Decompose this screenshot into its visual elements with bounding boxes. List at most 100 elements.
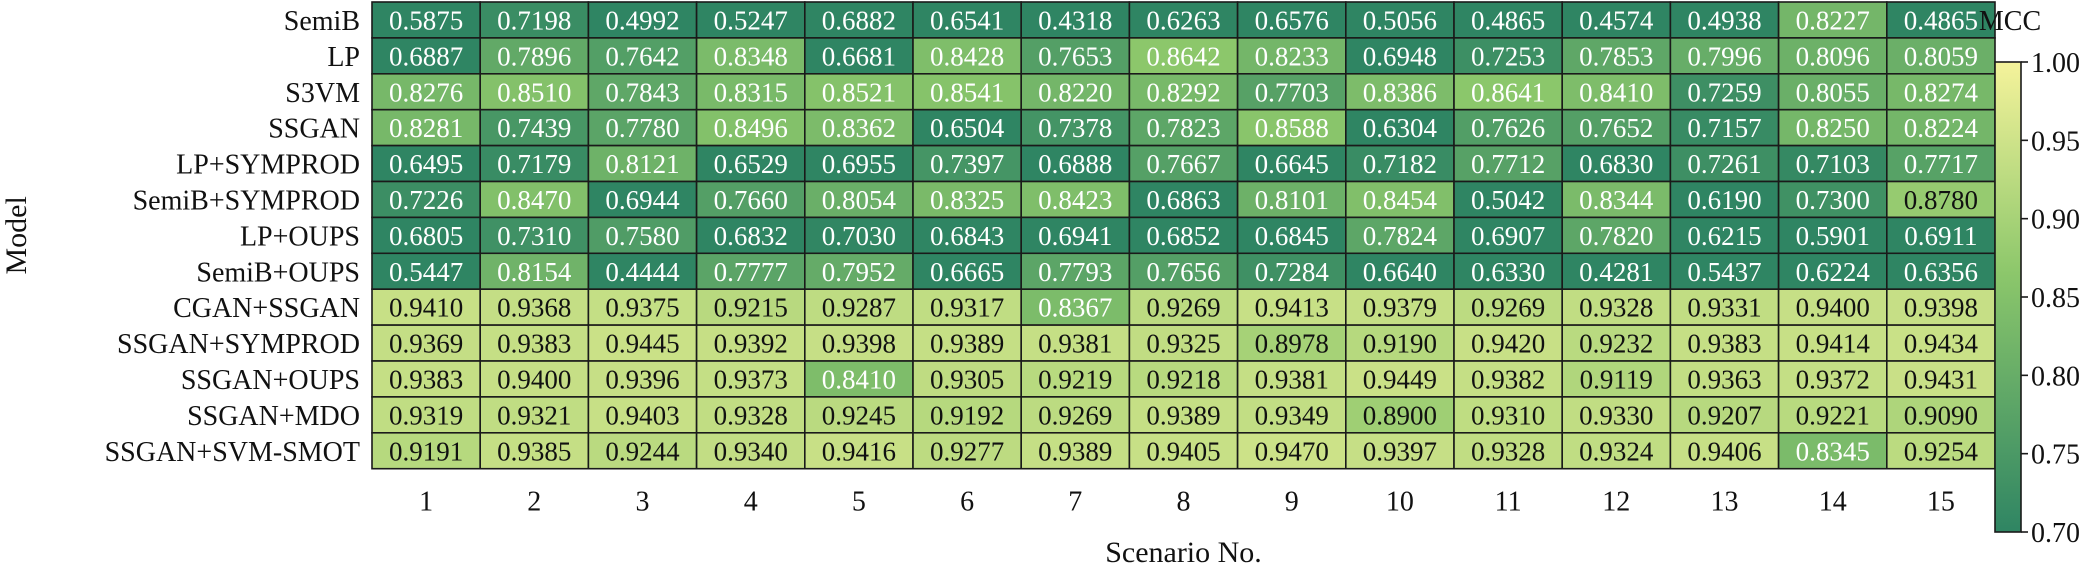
x-tick-label: 7	[1068, 487, 1082, 518]
x-axis-title: Scenario No.	[1105, 536, 1262, 569]
x-tick-label: 14	[1819, 487, 1847, 518]
cell-value-label: 0.6681	[822, 41, 896, 71]
cell-value-label: 0.8096	[1796, 41, 1870, 71]
heatmap-cell	[1777, 108, 1888, 147]
heatmap-cell	[1128, 1, 1239, 39]
cell-value-label: 0.9244	[605, 436, 680, 466]
cell-value-label: 0.7284	[1255, 257, 1330, 287]
x-tick-label: 12	[1602, 487, 1630, 518]
cell-value-label: 0.9192	[930, 400, 1004, 430]
x-tick-labels: 1 2 3 4 5 6 7 8 9 10 11 12 13 14 15	[419, 487, 1955, 518]
heatmap-cell	[1886, 216, 1996, 255]
cell-value-label: 0.7656	[1146, 257, 1220, 287]
cell-value-label: 0.9398	[822, 329, 896, 359]
cell-value-label: 0.9317	[930, 293, 1004, 323]
cell-value-label: 0.8641	[1471, 77, 1545, 107]
x-tick-label: 3	[636, 487, 650, 518]
cell-value-label: 0.8386	[1363, 77, 1437, 107]
cell-value-label: 0.7793	[1038, 257, 1112, 287]
cell-value-label: 0.9245	[822, 400, 896, 430]
y-tick-labels: SemiB LP S3VM SSGAN LP+SYMPROD SemiB+SYMPROD L…	[105, 6, 360, 468]
x-tick-label: 2	[527, 487, 541, 518]
cell-value-label: 0.7300	[1796, 185, 1870, 215]
cell-value-label: 0.9321	[497, 400, 571, 430]
colorbar-tick-label: 0.95	[2031, 126, 2080, 157]
cell-value-label: 0.8510	[497, 77, 571, 107]
cell-value-label: 0.6941	[1038, 221, 1112, 251]
y-tick-label: LP	[327, 42, 360, 73]
cell-value-label: 0.7439	[497, 113, 571, 143]
cell-value-label: 0.7896	[497, 41, 571, 71]
cell-value-label: 0.9269	[1146, 293, 1220, 323]
cell-value-label: 0.6541	[930, 5, 1004, 35]
heatmap-cell	[1345, 252, 1455, 291]
heatmap-cell	[1020, 360, 1131, 398]
cell-value-label: 0.9416	[822, 436, 896, 466]
heatmap-cell	[1561, 144, 1672, 183]
heatmap-cell	[1236, 144, 1347, 183]
cell-value-label: 0.8344	[1579, 185, 1654, 215]
cell-value-label: 0.5901	[1796, 221, 1870, 251]
cell-value-label: 0.9328	[714, 400, 788, 430]
cell-value-label: 0.9414	[1796, 329, 1871, 359]
heatmap-cell	[1453, 108, 1563, 147]
heatmap-cell	[1236, 288, 1347, 326]
heatmap-cell	[371, 73, 481, 111]
cell-value-label: 0.9319	[389, 400, 463, 430]
cell-value-label: 0.8362	[822, 113, 896, 143]
cell-value-label: 0.4318	[1038, 5, 1112, 35]
cell-value-label: 0.8325	[930, 185, 1004, 215]
cell-value-label: 0.8367	[1038, 293, 1112, 323]
cell-value-label: 0.9331	[1687, 293, 1761, 323]
y-tick-label: LP+OUPS	[240, 221, 360, 252]
heatmap-cell	[1777, 431, 1888, 470]
x-tick-label: 8	[1177, 487, 1191, 518]
cell-value-label: 0.9221	[1796, 400, 1870, 430]
heatmap-cell	[371, 360, 481, 398]
cell-value-label: 0.7652	[1579, 113, 1653, 143]
cell-value-label: 0.8054	[822, 185, 897, 215]
colorbar-tick-label: 0.85	[2031, 283, 2080, 314]
heatmap-cell	[803, 216, 914, 255]
cell-value-label: 0.8233	[1255, 41, 1329, 71]
cell-value-label: 0.9431	[1904, 364, 1978, 394]
cell-value-label: 0.7580	[605, 221, 679, 251]
colorbar-tick-label: 1.00	[2031, 48, 2080, 79]
heatmap-cell	[371, 144, 481, 183]
cell-value-label: 0.9310	[1471, 400, 1545, 430]
x-tick-label: 4	[744, 487, 758, 518]
cell-value-label: 0.9405	[1146, 436, 1220, 466]
y-tick-label: SemiB+SYMPROD	[133, 185, 360, 216]
heatmap-cell	[479, 1, 590, 39]
heatmap-cell	[912, 73, 1022, 111]
cell-value-label: 0.6356	[1904, 257, 1978, 287]
heatmap-cell	[1236, 108, 1347, 147]
cell-value-label: 0.9400	[497, 364, 571, 394]
cell-value-label: 0.9398	[1904, 293, 1978, 323]
cell-value-label: 0.6845	[1255, 221, 1329, 251]
cell-value-label: 0.9328	[1471, 436, 1545, 466]
y-tick-label: SemiB+OUPS	[196, 257, 360, 288]
heatmap-cell	[1886, 431, 1996, 470]
heatmap-cell	[1020, 288, 1131, 326]
cell-value-label: 0.9368	[497, 293, 571, 323]
cell-value-label: 0.9383	[389, 364, 463, 394]
heatmap-cell	[1020, 216, 1131, 255]
heatmap-cell	[1128, 396, 1239, 434]
cell-value-label: 0.7717	[1904, 149, 1978, 179]
heatmap-cell	[1345, 431, 1455, 470]
cell-value-label: 0.9232	[1579, 329, 1653, 359]
cell-value-label: 0.6190	[1687, 185, 1761, 215]
x-tick-label: 5	[852, 487, 866, 518]
heatmap-cell	[803, 108, 914, 147]
colorbar-gradient	[1994, 61, 2022, 533]
x-tick-label: 9	[1285, 487, 1299, 518]
cell-value-label: 0.6863	[1146, 185, 1220, 215]
heatmap-cell	[1561, 324, 1672, 362]
cell-value-label: 0.6263	[1146, 5, 1220, 35]
cell-value-label: 0.6304	[1363, 113, 1438, 143]
heatmap-cell	[1777, 144, 1888, 183]
cell-value-label: 0.8588	[1255, 113, 1329, 143]
heatmap-cell	[479, 288, 590, 326]
cell-value-label: 0.7253	[1471, 41, 1545, 71]
